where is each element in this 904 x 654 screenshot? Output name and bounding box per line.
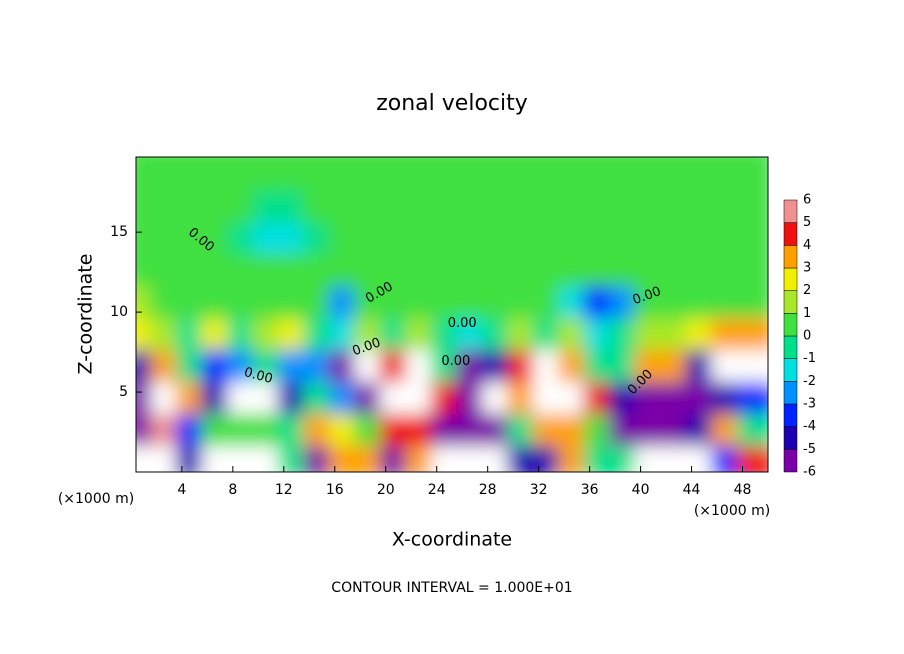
x-tick-label: 48 xyxy=(734,482,752,498)
footer-note: CONTOUR INTERVAL = 1.000E+01 xyxy=(331,580,572,596)
colorbar-swatch xyxy=(783,245,798,269)
field-blur xyxy=(136,157,768,472)
colorbar-swatch xyxy=(783,222,798,246)
contour-label: 0.00 xyxy=(448,316,477,331)
x-axis-label: X-coordinate xyxy=(392,529,512,551)
colorbar-swatch xyxy=(783,358,798,382)
x-tick-label: 24 xyxy=(428,482,446,498)
colorbar-swatch xyxy=(783,426,798,450)
y-axis-label: Z-coordinate xyxy=(75,254,97,375)
colorbar-swatch xyxy=(783,335,798,359)
x-tick-label: 44 xyxy=(683,482,701,498)
colorbar-tick-label: -3 xyxy=(803,397,816,412)
colorbar-tick-label: 0 xyxy=(803,329,811,344)
colorbar-tick-label: -5 xyxy=(803,442,816,457)
colorbar-swatch xyxy=(783,381,798,405)
y-tick-label: 10 xyxy=(110,304,128,320)
x-unit-label: (×1000 m) xyxy=(58,491,134,507)
x-tick-label: 40 xyxy=(632,482,650,498)
colorbar-tick-label: 4 xyxy=(803,238,811,253)
colorbar-swatch xyxy=(783,267,798,291)
colorbar-swatch xyxy=(783,403,798,427)
contour-label: 0.00 xyxy=(441,354,470,369)
x-tick-label: 28 xyxy=(479,482,497,498)
plot-frame xyxy=(135,156,769,473)
colorbar-tick-label: -2 xyxy=(803,374,816,389)
colorbar-tick-label: 3 xyxy=(803,261,811,276)
contour-label: 0.00 xyxy=(242,365,274,387)
x-tick-label: 8 xyxy=(228,482,237,498)
colorbar-tick-label: -6 xyxy=(803,465,816,480)
colorbar-tick-label: -1 xyxy=(803,351,816,366)
colorbar-swatch xyxy=(783,290,798,314)
x-tick-label: 12 xyxy=(275,482,293,498)
x-unit-label: (×1000 m) xyxy=(694,503,770,519)
colorbar-swatch xyxy=(783,199,798,223)
chart-title: zonal velocity xyxy=(376,91,528,116)
field xyxy=(136,157,768,472)
y-tick-label: 15 xyxy=(110,224,128,240)
colorbar-swatch xyxy=(783,449,798,473)
y-tick-label: 5 xyxy=(119,384,128,400)
colorbar-tick-label: 5 xyxy=(803,215,811,230)
colorbar-tick-label: 1 xyxy=(803,306,811,321)
colorbar-tick-label: 6 xyxy=(803,193,811,208)
colorbar-swatch xyxy=(783,313,798,337)
x-tick-label: 32 xyxy=(530,482,548,498)
x-tick-label: 16 xyxy=(326,482,344,498)
colorbar-tick-label: 2 xyxy=(803,283,811,298)
x-tick-label: 36 xyxy=(581,482,599,498)
colorbar-tick-label: -4 xyxy=(803,419,816,434)
x-tick-label: 4 xyxy=(177,482,186,498)
field-cell xyxy=(736,157,768,191)
x-tick-label: 20 xyxy=(377,482,395,498)
